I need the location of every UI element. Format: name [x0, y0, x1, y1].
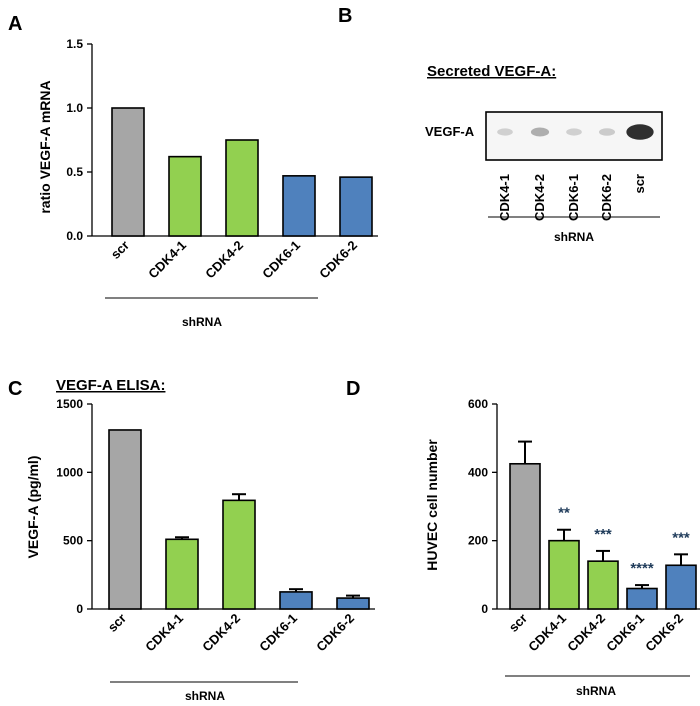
- category-label: scr: [108, 238, 132, 262]
- category-label: CDK6-1: [256, 611, 300, 655]
- bar-cdk4-1: [168, 155, 202, 237]
- y-tick-label: 400: [468, 465, 488, 479]
- bar-cdk6-1: [282, 175, 316, 237]
- y-tick-label: 1.0: [66, 101, 83, 115]
- bar-cdk4-2: [587, 560, 619, 610]
- panel-a: A ratio VEGF-A mRNA 0.0 0.5 1.0 1.5 scr CDK4-…: [8, 13, 378, 329]
- group-label: shRNA: [182, 315, 222, 329]
- bar-cdk4-2: [222, 499, 256, 610]
- lane-label: CDK6-1: [566, 174, 581, 221]
- category-label: CDK4-2: [202, 238, 246, 282]
- y-axis-title: VEGF-A (pg/ml): [25, 456, 41, 559]
- bar-scr: [509, 462, 541, 610]
- lane-label: CDK6-2: [599, 174, 614, 221]
- western-blot: CDK4-1 CDK4-2 CDK6-1 CDK6-2 scr: [485, 111, 663, 221]
- group-label: shRNA: [576, 684, 616, 698]
- significance-marker: **: [558, 505, 570, 522]
- category-label: CDK6-2: [316, 238, 360, 282]
- category-label: CDK6-2: [313, 611, 357, 655]
- bar-chart-mrna: 0.0 0.5 1.0 1.5 scr CDK4-1 CDK4-2 CDK6-1 CDK6-2: [66, 37, 378, 299]
- significance-marker: ***: [672, 529, 690, 546]
- panel-letter: D: [346, 378, 360, 400]
- y-axis-title: ratio VEGF-A mRNA: [37, 80, 53, 213]
- y-tick-label: 200: [468, 534, 488, 548]
- lane-label: CDK4-2: [532, 174, 547, 221]
- y-axis-title: HUVEC cell number: [424, 439, 440, 571]
- category-label: CDK4-2: [199, 611, 243, 655]
- y-tick-label: 0: [481, 602, 488, 616]
- bar-cdk6-1: [279, 591, 313, 610]
- bar-scr: [108, 429, 142, 610]
- group-label: shRNA: [554, 230, 594, 244]
- y-tick-label: 1500: [56, 397, 83, 411]
- bar-cdk6-2: [336, 597, 370, 610]
- y-tick-label: 0: [76, 602, 83, 616]
- category-label: CDK4-1: [142, 611, 186, 655]
- blot-band-scr: [626, 124, 654, 140]
- panel-letter: B: [338, 5, 352, 27]
- blot-band-cdk6-1: [566, 128, 582, 136]
- y-tick-label: 500: [63, 534, 83, 548]
- bar-cdk4-2: [225, 139, 259, 237]
- lane-label: CDK4-1: [497, 174, 512, 221]
- y-tick-label: 600: [468, 397, 488, 411]
- blot-band-cdk4-1: [497, 128, 513, 136]
- y-tick-label: 1.5: [66, 37, 83, 51]
- blot-title: Secreted VEGF-A:: [427, 63, 556, 80]
- bar-cdk6-2: [339, 176, 373, 237]
- category-label: CDK6-1: [603, 611, 647, 655]
- panel-b: B Secreted VEGF-A: VEGF-A CDK4-1 CDK4-2 CD…: [338, 5, 663, 244]
- blot-row-label: VEGF-A: [425, 124, 475, 139]
- panel-c: C VEGF-A ELISA: VEGF-A (pg/ml) 0 500 1000 1…: [8, 377, 375, 703]
- panel-letter: A: [8, 13, 22, 35]
- bar-chart-elisa: 0 500 1000 1500 scr CDK4-1 CDK4-2 CDK6-1 CDK6-2: [56, 397, 375, 683]
- category-label: CDK4-1: [525, 611, 569, 655]
- significance-marker: ***: [594, 526, 612, 543]
- category-label: CDK4-2: [564, 611, 608, 655]
- bar-chart-huvec: 0 200 400 600 scr ** CDK4-1 *** CDK4-2 **** CDK6-1…: [468, 397, 700, 677]
- significance-marker: ****: [630, 560, 654, 577]
- category-label: scr: [506, 611, 530, 635]
- blot-band-cdk4-2: [530, 127, 550, 137]
- category-label: CDK6-2: [642, 611, 686, 655]
- bar-cdk6-2: [665, 564, 697, 610]
- lane-label: scr: [632, 174, 647, 194]
- bar-scr: [111, 107, 145, 237]
- bar-cdk4-1: [548, 539, 580, 610]
- group-label: shRNA: [185, 689, 225, 703]
- blot-band-cdk6-2: [598, 128, 616, 136]
- panel-letter: C: [8, 378, 22, 400]
- y-tick-label: 1000: [56, 465, 83, 479]
- category-label: CDK6-1: [259, 238, 303, 282]
- y-tick-label: 0.0: [66, 229, 83, 243]
- category-label: CDK4-1: [145, 238, 189, 282]
- bar-cdk4-1: [165, 538, 199, 610]
- category-label: scr: [105, 611, 129, 635]
- panel-d: D HUVEC cell number 0 200 400 600 scr ** CDK4-…: [346, 378, 700, 698]
- elisa-title: VEGF-A ELISA:: [56, 377, 165, 394]
- bar-cdk6-1: [626, 587, 658, 610]
- y-tick-label: 0.5: [66, 165, 83, 179]
